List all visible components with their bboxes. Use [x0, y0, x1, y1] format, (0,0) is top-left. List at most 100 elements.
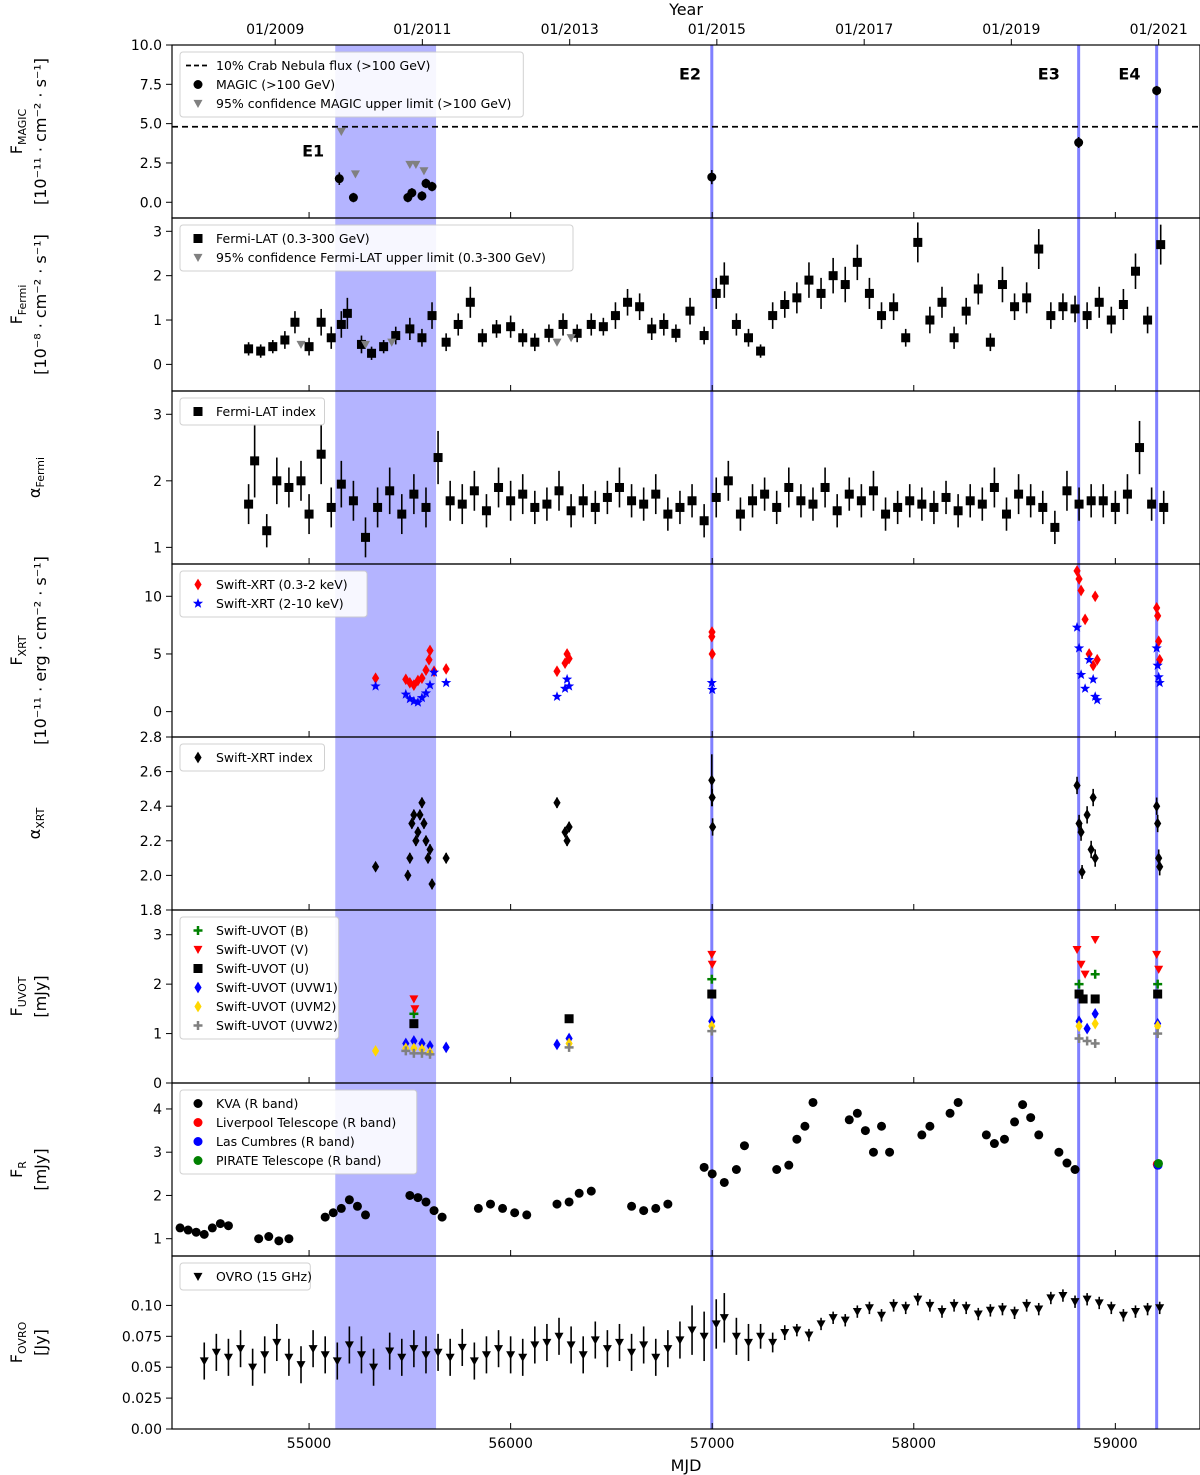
data-point: [1072, 945, 1082, 955]
legend-label: Swift-UVOT (V): [216, 942, 308, 957]
data-point: [416, 809, 424, 821]
data-point: [1083, 1022, 1091, 1035]
data-point: [1155, 852, 1163, 864]
data-point: [254, 1234, 264, 1244]
data-point: [1152, 950, 1162, 959]
data-point: [417, 333, 427, 343]
y-axis-unit: [10⁻¹¹ · cm⁻² · s⁻¹]: [31, 58, 50, 205]
epoch-label-e3: E3: [1038, 65, 1060, 84]
x-tick-label: 59000: [1093, 1436, 1138, 1452]
data-point: [250, 456, 260, 466]
data-point: [554, 1332, 564, 1341]
data-point: [739, 1141, 749, 1151]
data-point: [406, 676, 414, 689]
legend-marker: [193, 1137, 203, 1146]
data-point: [1022, 1301, 1032, 1310]
data-point: [481, 1351, 491, 1360]
panel-xrt_index: 1.8 2.0 2.2 2.4 2.6 2.8 αXRT Swift-XRT index: [25, 730, 1200, 919]
data-point: [627, 1348, 637, 1357]
series-uvot-2: [409, 989, 1163, 1029]
data-point: [1046, 1294, 1056, 1303]
series-ovro-0: [199, 1289, 1165, 1386]
data-point: [1082, 1295, 1092, 1304]
data-point: [469, 1357, 479, 1366]
data-point: [551, 691, 563, 701]
data-point: [708, 774, 716, 787]
data-point: [385, 486, 395, 496]
data-point: [264, 1232, 274, 1242]
data-point: [881, 509, 891, 519]
data-point: [477, 333, 487, 343]
data-point: [1001, 509, 1011, 519]
year-axis: 01/2009 01/2011 01/2013 01/2015 01/2017 01/20…: [246, 22, 1188, 45]
data-point: [400, 688, 411, 699]
data-point: [1022, 293, 1032, 303]
data-point: [707, 172, 717, 182]
data-point: [663, 509, 673, 519]
data-point: [748, 496, 758, 506]
data-point: [397, 1353, 407, 1362]
data-point: [925, 1301, 935, 1310]
data-point: [961, 1304, 971, 1313]
data-point: [1074, 989, 1084, 999]
data-point: [852, 1108, 862, 1118]
data-point: [941, 492, 951, 502]
data-point: [973, 1310, 983, 1319]
data-point: [877, 1311, 887, 1320]
data-point: [361, 1210, 371, 1220]
data-point: [1091, 852, 1099, 864]
data-point: [1070, 1165, 1080, 1174]
data-point: [561, 826, 569, 838]
data-point: [1152, 660, 1163, 670]
data-point: [183, 1225, 193, 1235]
data-point: [350, 170, 360, 179]
data-point: [877, 311, 887, 321]
data-point: [1088, 673, 1099, 684]
data-point: [864, 1304, 874, 1313]
data-point: [248, 1363, 258, 1372]
y-tick-label: 2: [153, 269, 162, 285]
legend-label: Fermi-LAT (0.3-300 GeV): [216, 231, 370, 246]
data-point: [614, 1338, 624, 1347]
data-point: [457, 1343, 467, 1352]
data-point: [917, 499, 927, 509]
data-point: [816, 1320, 826, 1329]
data-point: [840, 1316, 850, 1325]
data-point: [1154, 677, 1165, 688]
data-point: [792, 1134, 802, 1144]
data-point: [413, 1193, 423, 1203]
data-point: [889, 1301, 899, 1310]
data-point: [760, 489, 770, 499]
data-point: [1014, 489, 1024, 499]
y-tick-label: 2.4: [140, 799, 162, 815]
data-point: [961, 306, 971, 316]
data-point: [675, 502, 685, 512]
data-point: [428, 667, 440, 677]
data-point: [639, 1341, 649, 1350]
data-point: [1034, 1130, 1044, 1140]
data-point: [997, 1305, 1007, 1314]
data-point: [1075, 1020, 1083, 1033]
legend-label: MAGIC (>100 GeV): [216, 77, 335, 92]
series-magic-0: [334, 85, 1162, 203]
data-point: [711, 492, 721, 502]
y-tick-label: 1: [153, 540, 162, 556]
data-point: [707, 960, 717, 969]
data-point: [828, 271, 838, 281]
data-point: [566, 334, 576, 343]
legend-label: Swift-XRT index: [216, 750, 313, 765]
legend-r_band: KVA (R band) Liverpool Telescope (R band)…: [179, 1089, 418, 1175]
data-point: [780, 1329, 790, 1338]
data-point: [414, 826, 422, 838]
data-point: [1081, 613, 1089, 626]
y-axis-unit: [10⁻⁸ · cm⁻² · s⁻¹]: [31, 234, 50, 375]
data-point: [671, 328, 681, 338]
data-point: [421, 1197, 431, 1207]
data-point: [1018, 1100, 1028, 1110]
legend-label: Swift-UVOT (U): [216, 961, 309, 976]
legend-box: [179, 397, 325, 426]
data-point: [433, 1348, 443, 1357]
legend-xrt_flux: Swift-XRT (0.3-2 keV) Swift-XRT (2-10 keV…: [179, 570, 368, 618]
data-point: [965, 496, 975, 506]
data-point: [409, 1019, 419, 1029]
